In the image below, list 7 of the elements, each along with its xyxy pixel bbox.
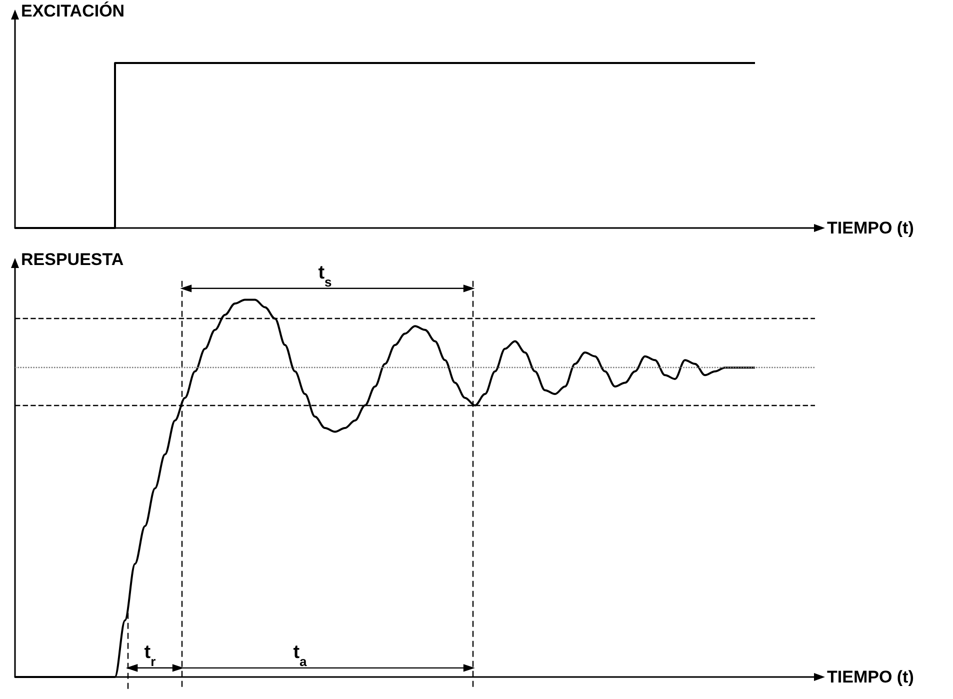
annotation: t$_{a}$ <box>293 642 308 668</box>
text: t$_{s}$ <box>318 262 332 289</box>
y-axis-title: RESPUESTA <box>21 250 124 269</box>
annotation: t$_{r}$ <box>144 642 156 668</box>
x-axis-title: TIEMPO (t) <box>827 668 914 686</box>
x-axis-title: TIEMPO (t) <box>827 218 914 238</box>
y-axis-title: EXCITACIÓN <box>21 0 125 20</box>
